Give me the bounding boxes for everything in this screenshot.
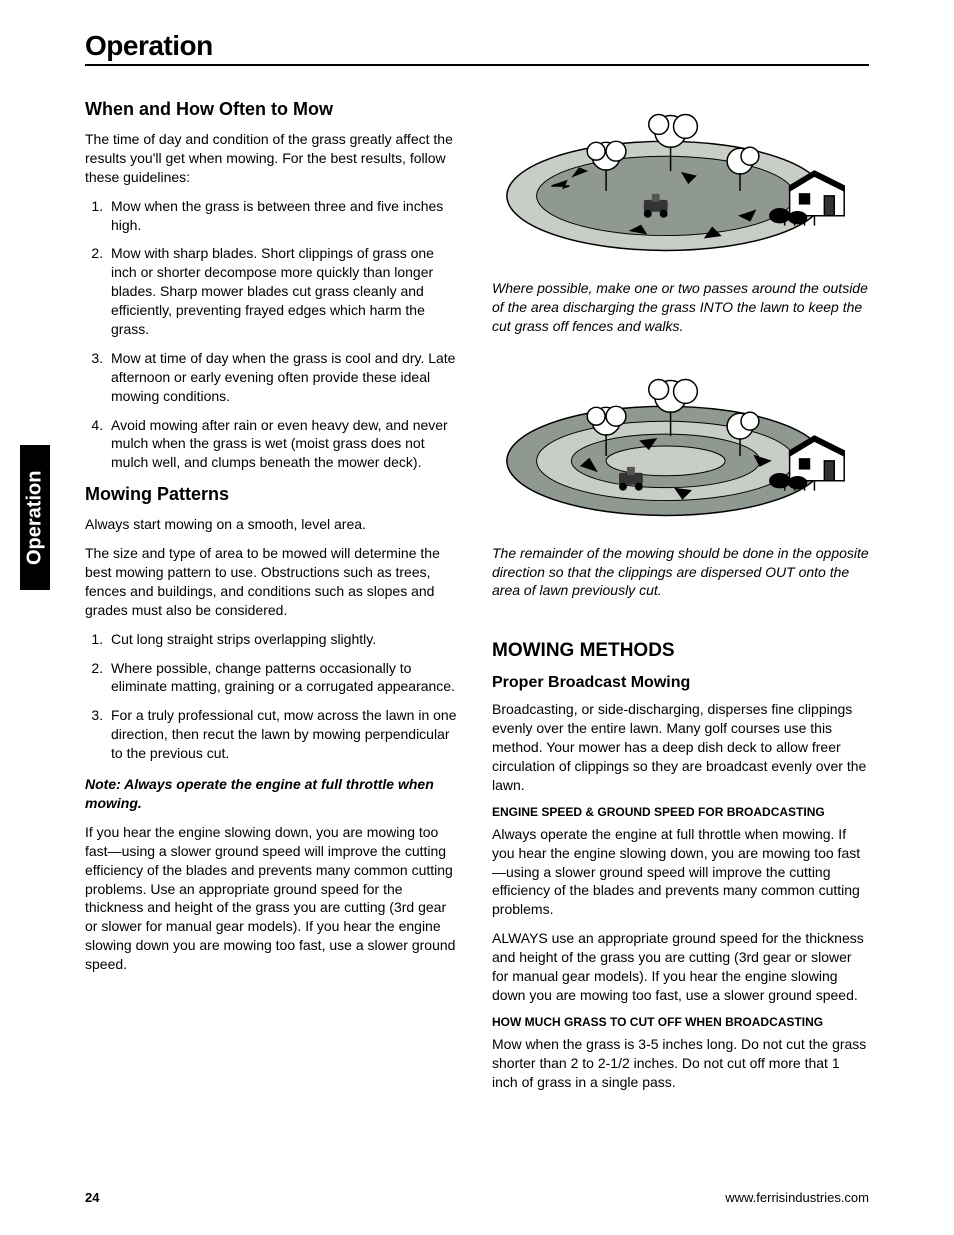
list-item: Mow when the grass is between three and … — [107, 197, 462, 235]
paragraph: Broadcasting, or side-discharging, dispe… — [492, 700, 869, 794]
paragraph: ALWAYS use an appropriate ground speed f… — [492, 929, 869, 1005]
list-item: Avoid mowing after rain or even heavy de… — [107, 416, 462, 473]
patterns-list: Cut long straight strips overlapping sli… — [85, 630, 462, 763]
content-columns: When and How Often to Mow The time of da… — [85, 91, 869, 1101]
heading-when-to-mow: When and How Often to Mow — [85, 99, 462, 120]
heading-mowing-methods: MOWING METHODS — [492, 640, 869, 662]
right-column: Where possible, make one or two passes a… — [492, 91, 869, 1101]
heading-mowing-patterns: Mowing Patterns — [85, 484, 462, 505]
footer-url: www.ferrisindustries.com — [725, 1190, 869, 1205]
page-title: Operation — [85, 30, 869, 66]
figure-caption-2: The remainder of the mowing should be do… — [492, 544, 869, 601]
note-throttle: Note: Always operate the engine at full … — [85, 775, 462, 813]
paragraph: Always start mowing on a smooth, level a… — [85, 515, 462, 534]
mowing-diagram-1 — [492, 96, 869, 266]
intro-paragraph: The time of day and condition of the gra… — [85, 130, 462, 187]
list-item: Where possible, change patterns occasion… — [107, 659, 462, 697]
figure-caption-1: Where possible, make one or two passes a… — [492, 279, 869, 336]
heading-how-much: HOW MUCH GRASS TO CUT OFF WHEN BROADCAST… — [492, 1015, 869, 1029]
left-column: When and How Often to Mow The time of da… — [85, 91, 462, 1101]
mowing-diagram-2 — [492, 361, 869, 531]
paragraph: Always operate the engine at full thrott… — [492, 825, 869, 919]
list-item: Mow with sharp blades. Short clippings o… — [107, 244, 462, 338]
paragraph: Mow when the grass is 3-5 inches long. D… — [492, 1035, 869, 1092]
when-to-mow-list: Mow when the grass is between three and … — [85, 197, 462, 473]
list-item: Cut long straight strips overlapping sli… — [107, 630, 462, 649]
list-item: For a truly professional cut, mow across… — [107, 706, 462, 763]
list-item: Mow at time of day when the grass is coo… — [107, 349, 462, 406]
heading-broadcast: Proper Broadcast Mowing — [492, 674, 869, 692]
page-number: 24 — [85, 1190, 99, 1205]
paragraph: If you hear the engine slowing down, you… — [85, 823, 462, 974]
heading-engine-speed: ENGINE SPEED & GROUND SPEED FOR BROADCAS… — [492, 805, 869, 819]
section-tab: Operation — [20, 445, 50, 590]
page-footer: 24 www.ferrisindustries.com — [85, 1190, 869, 1205]
paragraph: The size and type of area to be mowed wi… — [85, 544, 462, 620]
